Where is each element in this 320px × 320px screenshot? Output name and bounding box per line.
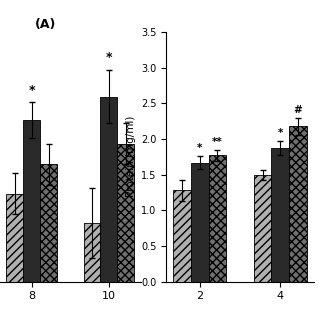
Bar — [271, 148, 289, 282]
Bar — [209, 156, 226, 282]
Text: *: * — [278, 128, 283, 138]
Bar — [117, 144, 134, 320]
Text: #: # — [294, 105, 302, 115]
Text: **: ** — [212, 137, 223, 147]
Bar — [100, 97, 117, 320]
Bar — [40, 164, 57, 320]
Bar — [84, 223, 100, 320]
Bar — [6, 194, 23, 320]
Text: *: * — [197, 143, 202, 153]
Text: *: * — [106, 51, 112, 64]
Text: (A): (A) — [35, 18, 57, 31]
Text: *: * — [28, 84, 35, 97]
Bar — [289, 126, 307, 282]
Legend: Control, GG, Proline: Control, GG, Proline — [217, 148, 277, 191]
Y-axis label: Protein (mg/ml): Protein (mg/ml) — [126, 116, 136, 197]
Bar — [254, 175, 271, 282]
Bar — [191, 163, 209, 282]
Bar — [23, 120, 40, 320]
Bar — [173, 190, 191, 282]
